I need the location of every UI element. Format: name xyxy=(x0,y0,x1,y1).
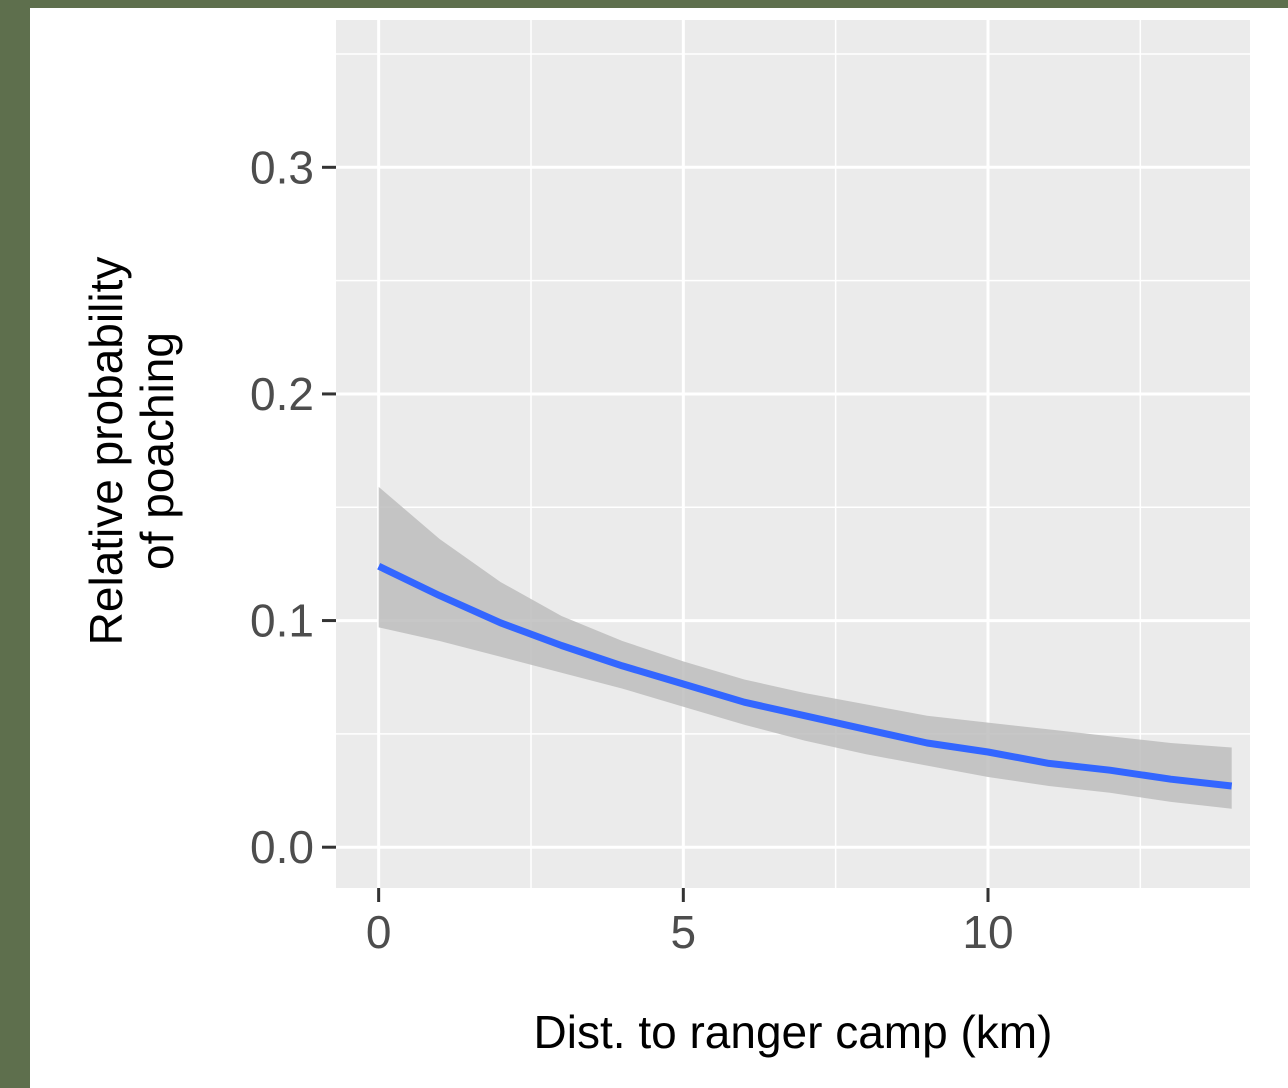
confidence-ribbon xyxy=(378,486,1232,809)
x-axis-ticks: 0 5 10 xyxy=(366,888,1014,958)
line-chart: 0.0 0.1 0.2 0.3 0 5 10 Dist. to ranger camp (… xyxy=(80,20,1250,1058)
y-tick-label: 0.2 xyxy=(250,368,314,420)
y-tick-label: 0.1 xyxy=(250,595,314,647)
minor-grid xyxy=(336,20,1250,888)
x-tick-label: 0 xyxy=(366,906,392,958)
fitted-line xyxy=(377,563,1233,790)
x-axis-title: Dist. to ranger camp (km) xyxy=(534,1006,1053,1058)
y-tick-label: 0.3 xyxy=(250,141,314,193)
y-axis-title: Relative probability of poaching xyxy=(80,257,183,646)
y-axis-title-line-1: Relative probability xyxy=(80,257,132,646)
x-tick-label: 5 xyxy=(671,906,697,958)
y-axis-ticks: 0.0 0.1 0.2 0.3 xyxy=(250,141,336,873)
x-tick-label: 10 xyxy=(962,906,1013,958)
y-tick-label: 0.0 xyxy=(250,821,314,873)
figure-frame: 0.0 0.1 0.2 0.3 0 5 10 Dist. to ranger camp (… xyxy=(30,8,1288,1088)
y-axis-title-line-2: of poaching xyxy=(131,332,183,570)
